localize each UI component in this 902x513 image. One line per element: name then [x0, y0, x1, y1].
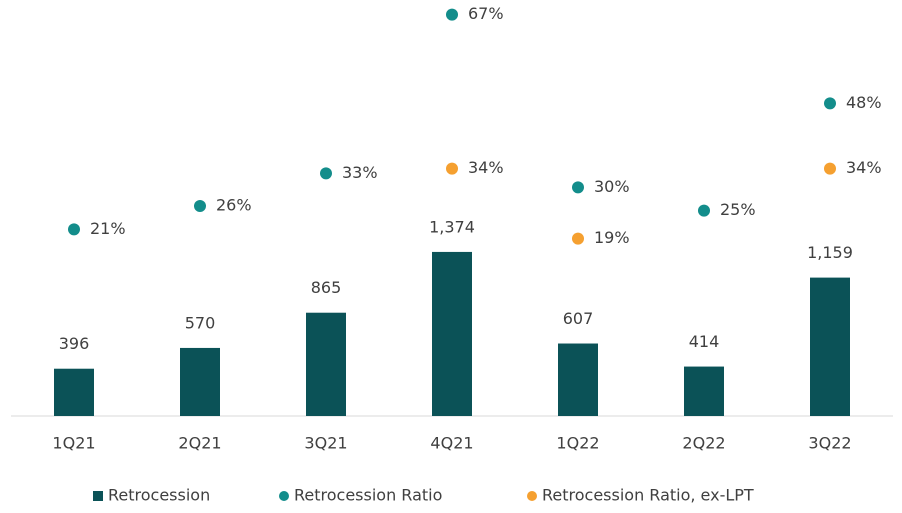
bar: [558, 343, 598, 416]
bar: [54, 368, 94, 416]
point: [68, 223, 80, 236]
point: [824, 162, 836, 175]
x-tick-label: 3Q22: [808, 434, 851, 453]
point-label: 26%: [216, 196, 252, 215]
x-tick-label: 4Q21: [430, 434, 473, 453]
point-label: 33%: [342, 163, 378, 182]
legend-swatch: [279, 491, 289, 501]
point-label: 34%: [468, 158, 504, 177]
point: [446, 8, 458, 21]
bar-label: 607: [563, 309, 594, 328]
bar: [810, 277, 850, 416]
bar: [180, 347, 220, 416]
legend-swatch: [527, 491, 537, 501]
x-tick-label: 1Q22: [556, 434, 599, 453]
point: [446, 162, 458, 175]
point: [194, 200, 206, 212]
legend-label: Retrocession Ratio: [294, 486, 442, 505]
x-tick-label: 2Q22: [682, 434, 725, 453]
bar-label: 1,374: [429, 217, 475, 236]
point: [572, 232, 584, 245]
legend-swatch: [93, 491, 103, 501]
point: [698, 204, 710, 217]
point-label: 67%: [468, 4, 504, 23]
bar: [306, 312, 346, 416]
legend-label: Retrocession Ratio, ex-LPT: [542, 486, 754, 505]
point: [320, 167, 332, 180]
x-tick-label: 1Q21: [52, 434, 95, 453]
bar-label: 414: [689, 332, 720, 351]
point: [824, 97, 836, 110]
x-tick-label: 3Q21: [304, 434, 347, 453]
point-label: 30%: [594, 177, 630, 196]
point: [572, 181, 584, 194]
bar-label: 570: [185, 313, 216, 332]
legend-label: Retrocession: [108, 486, 210, 505]
point-label: 21%: [90, 219, 126, 238]
point-label: 48%: [846, 93, 882, 112]
bar-label: 865: [311, 278, 342, 297]
bar: [684, 366, 724, 416]
bar-label: 1,159: [807, 243, 853, 262]
point-label: 34%: [846, 158, 882, 177]
bar: [432, 251, 472, 416]
bar-label: 396: [59, 334, 90, 353]
point-label: 19%: [594, 228, 630, 247]
x-tick-label: 2Q21: [178, 434, 221, 453]
point-label: 25%: [720, 200, 756, 219]
